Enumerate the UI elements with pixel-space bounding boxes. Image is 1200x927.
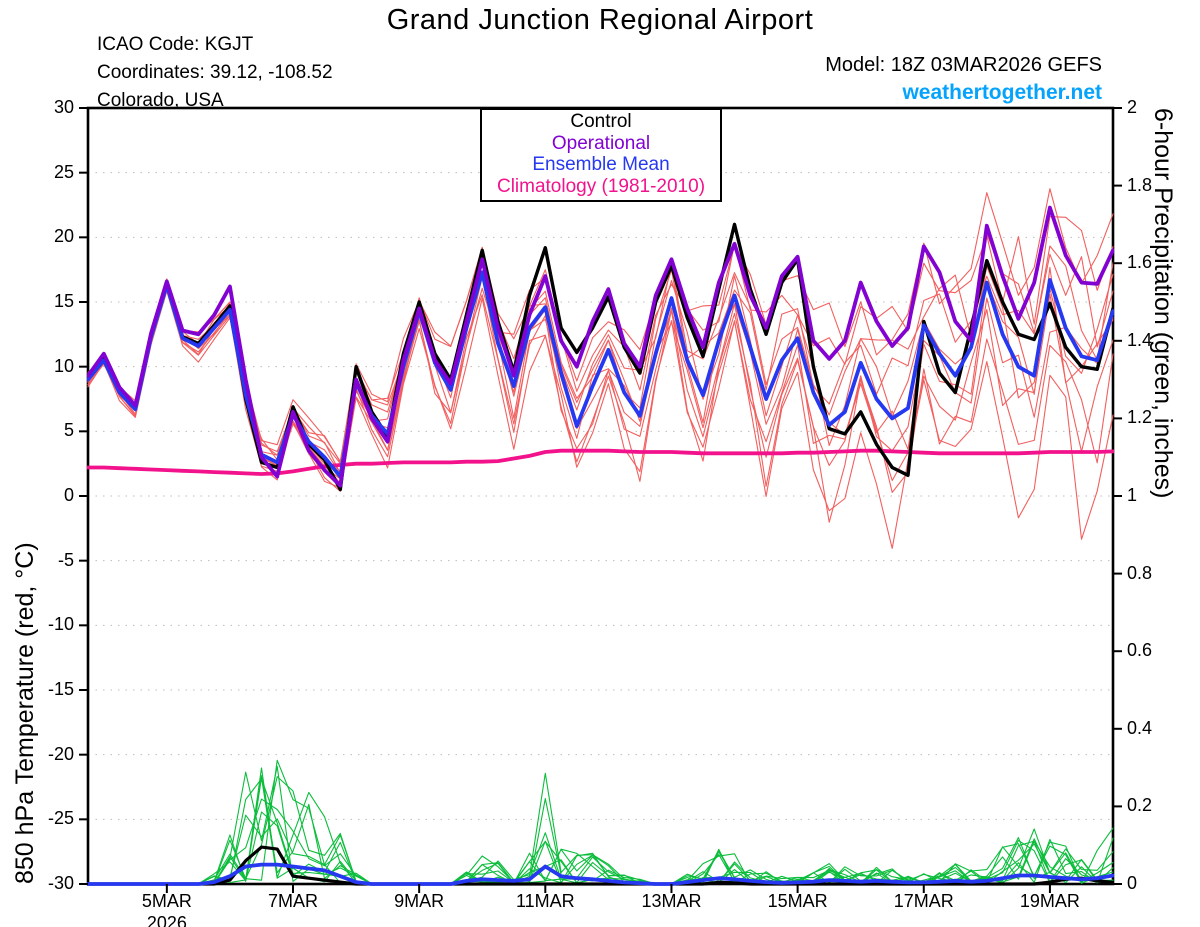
date-axis-tick-label: 13MAR — [641, 891, 702, 911]
gridlines — [88, 172, 1113, 820]
legend-item: Operational — [551, 132, 651, 154]
precip-axis-tick-label: 0.6 — [1127, 640, 1153, 661]
temp-axis-tick-label: 5 — [63, 420, 74, 441]
axis-ticks — [79, 107, 1122, 893]
chart-legend: Control Operational Ensemble Mean Climatolo… — [480, 108, 722, 202]
ensemble-precip-member — [87, 767, 1114, 885]
date-axis-tick-label: 5MAR — [141, 891, 192, 911]
date-axis-tick-label: 17MAR — [893, 891, 954, 911]
temp-axis-tick-label: -5 — [57, 549, 74, 570]
station-info: ICAO Code: KGJT Coordinates: 39.12, -108… — [97, 31, 333, 115]
ensemble-precip-member — [87, 814, 1114, 885]
temp-axis-tick-label: -25 — [47, 808, 74, 829]
legend-item: Ensemble Mean — [532, 154, 670, 175]
left-axis-title: 850 hPa Temperature (red, °C) — [11, 542, 39, 884]
right-axis-title: 6-hour Precipitation (green, inches) — [1149, 108, 1177, 499]
date-axis-tick-label: 7MAR — [267, 891, 318, 911]
ensemble-precip-members — [87, 759, 1114, 885]
region-line: Colorado, USA — [97, 90, 224, 111]
temp-axis-tick-label: -30 — [47, 873, 74, 893]
temp-axis-tick-label: 20 — [53, 226, 74, 247]
precip-axis-tick-label: 0.8 — [1127, 562, 1153, 583]
precip-axis-tick-label: 1 — [1127, 485, 1138, 505]
legend-item: Climatology (1981-2010) — [496, 175, 706, 197]
ensemble-mean-precip-line — [87, 862, 1114, 886]
series-layer — [87, 188, 1114, 886]
date-axis-tick-label: 15MAR — [767, 891, 828, 911]
control-precip-line — [87, 845, 1114, 886]
temp-axis-tick-label: 30 — [53, 97, 74, 117]
temp-axis-tick-label: 0 — [63, 485, 74, 505]
precip-axis-tick-label: 0.2 — [1127, 795, 1153, 816]
precip-axis-tick-label: 1.2 — [1127, 407, 1153, 428]
ensemble-temp-member — [87, 216, 1114, 463]
precip-axis-tick-label: 0.4 — [1127, 717, 1153, 738]
precip-axis-tick-label: 1.4 — [1127, 329, 1153, 350]
page-title: Grand Junction Regional Airport — [386, 4, 814, 36]
date-axis-tick-label: 9MAR — [394, 891, 445, 911]
temp-axis-tick-label: -20 — [47, 743, 74, 764]
model-info: Model: 18Z 03MAR2026 GEFS weathertogethe… — [825, 52, 1102, 106]
precip-axis-tick-label: 1.8 — [1127, 174, 1153, 195]
model-run-line: Model: 18Z 03MAR2026 GEFS — [825, 54, 1102, 76]
date-axis-tick-label: 19MAR — [1019, 891, 1080, 911]
icao-code-line: ICAO Code: KGJT — [97, 34, 254, 55]
site-link: weathertogether.net — [902, 81, 1102, 104]
precip-axis-tick-label: 0 — [1127, 873, 1138, 893]
ensemble-temp-member — [87, 188, 1114, 462]
date-axis-tick-label: 11MAR — [515, 891, 575, 911]
temp-axis-tick-label: 25 — [53, 161, 74, 182]
temp-axis-tick-label: -10 — [47, 614, 74, 635]
precip-axis-tick-label: 2 — [1127, 97, 1138, 117]
temp-axis-tick-label: 15 — [53, 291, 74, 311]
precip-axis-tick-label: 1.6 — [1127, 252, 1153, 273]
legend-item: Control — [570, 111, 632, 132]
climatology-line — [87, 448, 1114, 476]
temp-axis-tick-label: 10 — [53, 355, 74, 376]
date-axis-year-label: 2026 — [146, 913, 187, 927]
temp-axis-tick-label: -15 — [47, 679, 74, 699]
ensemble-precip-member — [87, 775, 1114, 885]
operational-temp-line — [87, 205, 1114, 488]
coordinates-line: Coordinates: 39.12, -108.52 — [97, 62, 333, 83]
